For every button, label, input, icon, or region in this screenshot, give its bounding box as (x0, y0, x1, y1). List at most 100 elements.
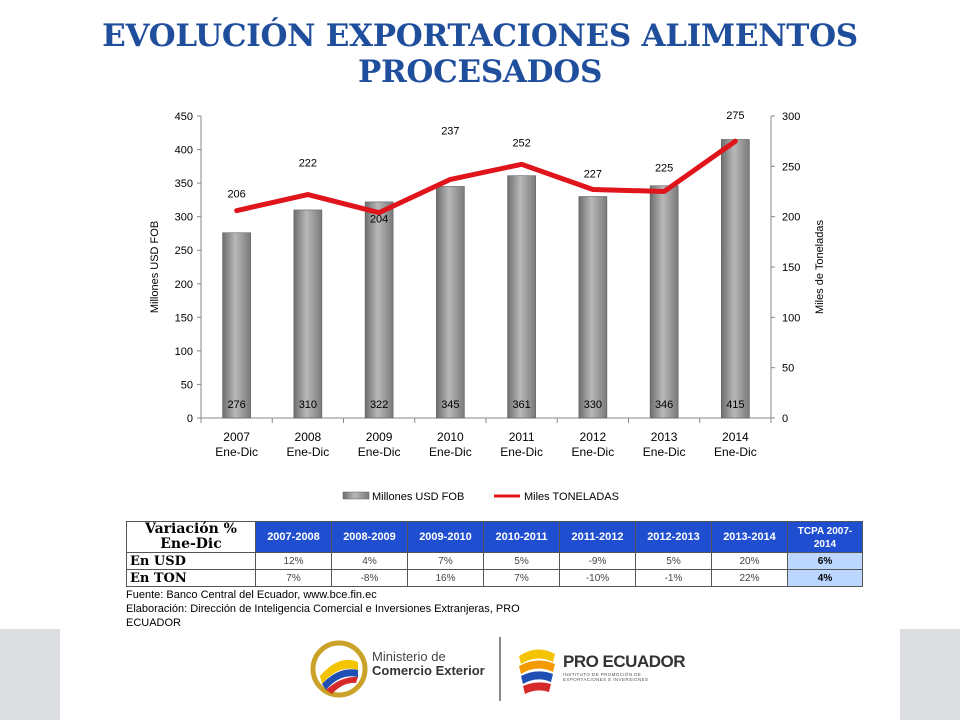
y-axis-right-title: Miles de Toneladas (814, 220, 826, 314)
right-tick-label: 250 (782, 161, 800, 173)
right-tick-label: 50 (782, 363, 794, 375)
line-value-label: 222 (299, 158, 317, 170)
table-header-cell: 2010-2011 (483, 521, 560, 553)
table-cell: 7% (483, 569, 560, 587)
x-tick-label: Ene-Dic (215, 445, 258, 459)
x-tick-label: 2007 (223, 430, 250, 444)
table-cell: 12% (255, 552, 332, 570)
x-tick-label: Ene-Dic (287, 445, 330, 459)
table-corner-label: Variación % Ene-Dic (126, 521, 256, 553)
x-tick-label: Ene-Dic (429, 445, 472, 459)
bar (721, 139, 750, 419)
right-tick-label: 100 (782, 312, 800, 324)
line-value-label: 206 (227, 189, 245, 201)
left-tick-label: 50 (181, 379, 193, 391)
right-tick-label: 150 (782, 262, 800, 274)
table-cell: 22% (711, 569, 788, 587)
bar-value-label: 310 (299, 399, 317, 411)
right-tick-label: 200 (782, 212, 800, 224)
combo-chart: 0 50 100 150 200 250 300 350 400 450 0 50 100 150 200 2… (149, 110, 826, 503)
table-cell: 5% (483, 552, 560, 570)
ministerio-line-2: Comercio Exterior (372, 663, 485, 678)
bar-value-label: 415 (726, 399, 744, 411)
x-tick-label: Ene-Dic (358, 445, 401, 459)
x-tick-label: Ene-Dic (643, 445, 686, 459)
table-header-cell: 2012-2013 (635, 521, 712, 553)
table-cell: -1% (635, 569, 712, 587)
left-tick-label: 250 (175, 245, 193, 257)
proecuador-text: PRO ECUADOR INSTITUTO DE PROMOCIÓN DE EX… (563, 652, 686, 682)
bar-value-label: 361 (512, 399, 530, 411)
left-tick-label: 150 (175, 312, 193, 324)
ministerio-line-1: Ministerio de (372, 649, 446, 664)
table-header-cell: 2013-2014 (711, 521, 788, 553)
bar (364, 201, 394, 419)
legend-bar-swatch (342, 491, 370, 500)
x-tick-label: 2009 (366, 430, 393, 444)
bar-value-label: 345 (441, 399, 459, 411)
x-tick-label: 2014 (722, 430, 749, 444)
bar-value-label: 276 (227, 399, 245, 411)
line-value-label: 275 (726, 110, 744, 122)
left-tick-label: 200 (175, 279, 193, 291)
ministerio-emblem-icon (310, 640, 368, 698)
legend-bar-label: Millones USD FOB (372, 491, 464, 503)
bar-value-label: 322 (370, 399, 388, 411)
line-value-label: 204 (370, 214, 388, 226)
x-tick-label: 2013 (651, 430, 678, 444)
footer-logos: Ministerio de Comercio Exterior PRO ECUA… (310, 632, 690, 712)
x-tick-label: Ene-Dic (714, 445, 757, 459)
bar (578, 196, 608, 419)
left-tick-label: 0 (187, 413, 193, 425)
proecuador-emblem-icon (519, 649, 555, 694)
proecuador-title: PRO ECUADOR (563, 652, 686, 671)
bar (436, 186, 465, 419)
table-cell: -9% (559, 552, 636, 570)
bar-value-label: 346 (655, 399, 673, 411)
bar (649, 185, 679, 419)
row-label: En USD (126, 552, 256, 570)
left-tick-label: 100 (175, 346, 193, 358)
proecuador-subtitle: INSTITUTO DE PROMOCIÓN DE EXPORTACIONES … (563, 672, 649, 682)
table-cell: 7% (407, 552, 484, 570)
table-row: En TON 7% -8% 16% 7% -10% -1% 22% 4% (126, 569, 863, 587)
variation-table: Variación % Ene-Dic 2007-2008 2008-2009 … (126, 521, 863, 587)
footer-panel (60, 629, 900, 720)
table-header-cell: 2007-2008 (255, 521, 332, 553)
line-value-label: 252 (512, 137, 530, 149)
left-tick-label: 300 (175, 212, 193, 224)
left-tick-label: 400 (175, 145, 193, 157)
tcpa-cell: 6% (787, 552, 863, 570)
logo-divider (499, 637, 501, 701)
table-header-cell: 2009-2010 (407, 521, 484, 553)
left-tick-label: 350 (175, 178, 193, 190)
bar (507, 175, 536, 419)
x-tick-label: 2012 (580, 430, 607, 444)
table-cell: -8% (331, 569, 408, 587)
source-note: Fuente: Banco Central del Ecuador, www.b… (126, 588, 576, 630)
bar-value-label: 330 (584, 399, 602, 411)
x-tick-label: Ene-Dic (572, 445, 615, 459)
line-value-label: 225 (655, 163, 673, 175)
row-label: En TON (126, 569, 256, 587)
line-value-label: 227 (584, 168, 602, 180)
table-cell: 16% (407, 569, 484, 587)
right-tick-label: 300 (782, 111, 800, 123)
line-value-label: 237 (441, 125, 459, 137)
x-tick-label: 2010 (437, 430, 464, 444)
x-tick-label: 2008 (295, 430, 322, 444)
table-tcpa-header: TCPA 2007-2014 (787, 521, 863, 553)
bar (222, 232, 251, 419)
right-tick-label: 0 (782, 413, 788, 425)
line-series-tons (234, 138, 738, 216)
x-tick-label: Ene-Dic (500, 445, 543, 459)
legend-line-label: Miles TONELADAS (524, 491, 619, 503)
bar (293, 209, 323, 419)
source-line: Fuente: Banco Central del Ecuador, www.b… (126, 589, 377, 601)
table-cell: 4% (331, 552, 408, 570)
page-title: EVOLUCIÓN EXPORTACIONES ALIMENTOS PROCES… (102, 18, 858, 90)
table-row: En USD 12% 4% 7% 5% -9% 5% 20% 6% (126, 552, 863, 570)
table-cell: 7% (255, 569, 332, 587)
ministerio-text: Ministerio de Comercio Exterior (372, 650, 485, 678)
table-cell: 20% (711, 552, 788, 570)
